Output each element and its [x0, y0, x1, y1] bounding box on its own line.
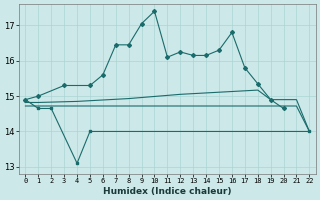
- X-axis label: Humidex (Indice chaleur): Humidex (Indice chaleur): [103, 187, 232, 196]
